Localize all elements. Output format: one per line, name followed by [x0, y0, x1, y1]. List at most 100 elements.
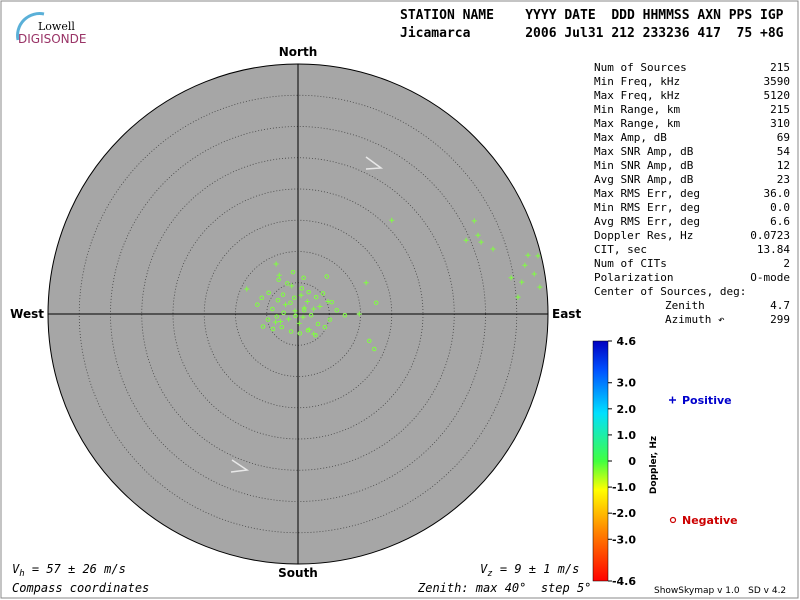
source-point: [289, 283, 295, 289]
source-point: [260, 324, 266, 329]
source-point: [525, 252, 531, 258]
colorbar-tick-label: 1.0: [617, 429, 637, 442]
subscript: h: [19, 569, 24, 579]
source-point: [311, 306, 317, 312]
stat-value: 13.84: [757, 243, 790, 256]
velocity-arrow: [230, 459, 250, 473]
source-point: [255, 302, 260, 307]
coords-note: Compass coordinates: [12, 581, 149, 595]
source-point: [342, 312, 348, 318]
source-point: [463, 237, 469, 243]
source-point: [299, 286, 305, 291]
colorbar-tick-label: 0: [628, 455, 636, 468]
source-point: [327, 317, 333, 322]
source-point: [304, 299, 310, 304]
symbol: V: [480, 562, 488, 576]
source-point: [471, 218, 477, 224]
stat-label: CIT, sec: [594, 243, 647, 256]
source-point: [290, 269, 296, 275]
logo-text: Lowell: [38, 20, 75, 33]
source-point: [293, 313, 298, 319]
source-point: [305, 327, 311, 333]
stat-label: Max RMS Err, deg: [594, 187, 700, 200]
source-point: [515, 294, 521, 300]
source-point: [301, 275, 306, 281]
stat-label: Avg RMS Err, deg: [594, 215, 700, 228]
source-point: [366, 338, 372, 344]
stat-value: 54: [777, 145, 791, 158]
compass-label: South: [278, 566, 318, 580]
stat-value: 310: [770, 117, 790, 130]
stat-label: Min RMS Err, deg: [594, 201, 700, 214]
header-line: Jicamarca 2006 Jul31 212 233236 417 75 +…: [400, 26, 784, 41]
source-point: [265, 317, 271, 322]
stat-value: O-mode: [750, 271, 790, 284]
stat-label: Center of Sources, deg:: [594, 285, 746, 298]
velocity-arrow: [365, 156, 384, 170]
colorbar-tick-label: -1.0: [612, 481, 636, 494]
source-point: [274, 314, 280, 319]
stat-value: 299: [770, 313, 790, 326]
source-point: [475, 232, 481, 238]
source-point: [363, 280, 369, 286]
stat-label: Doppler Res, Hz: [594, 229, 693, 242]
stat-value: 6.6: [770, 215, 790, 228]
vz-text: Vz = 9 ± 1 m/s: [480, 562, 579, 579]
stat-label: Num of CITs: [594, 257, 667, 270]
value: = 57 ± 26 m/s: [25, 562, 126, 576]
source-point: [356, 311, 362, 317]
symbol: V: [12, 562, 20, 576]
source-point: [281, 310, 286, 316]
logo-swoosh: [16, 12, 45, 41]
subscript: z: [487, 569, 492, 579]
source-point: [329, 299, 335, 305]
source-point: [288, 329, 294, 334]
compass-label: North: [279, 45, 317, 59]
stat-label: Zenith: [665, 299, 705, 312]
stat-value: 23: [777, 173, 790, 186]
stat-value: 2: [783, 257, 790, 270]
colorbar-tick-label: -2.0: [612, 507, 636, 520]
source-point: [317, 304, 323, 309]
legend-marker: [669, 516, 677, 524]
source-point: [244, 286, 250, 292]
logo-text: DIGISONDE: [18, 32, 86, 46]
stat-value: 4.7: [770, 299, 790, 312]
source-point: [283, 302, 288, 308]
stat-value: 215: [770, 103, 790, 116]
source-point: [490, 246, 496, 252]
legend-label: Negative: [682, 514, 738, 527]
source-point: [297, 331, 303, 336]
colorbar-tick-label: -4.6: [612, 575, 636, 588]
stat-label: Polarization: [594, 271, 673, 284]
source-point: [276, 272, 282, 278]
source-point: [291, 295, 297, 301]
source-point: [531, 271, 537, 277]
source-point: [308, 312, 314, 318]
stat-label: Num of Sources: [594, 61, 687, 74]
colorbar-tick-label: 2.0: [617, 403, 637, 416]
stat-value: 5120: [764, 89, 791, 102]
source-point: [292, 308, 298, 314]
source-point: [273, 261, 279, 267]
stat-value: 3590: [764, 75, 791, 88]
value: = 9 ± 1 m/s: [493, 562, 580, 576]
stat-value: 215: [770, 61, 790, 74]
source-point: [522, 262, 528, 268]
source-point: [313, 332, 318, 338]
header-line: STATION NAME YYYY DATE DDD HHMMSS AXN PP…: [400, 8, 784, 23]
source-point: [275, 297, 281, 303]
stat-label: Azimuth ↶: [665, 313, 725, 326]
source-point: [306, 289, 311, 295]
source-point: [288, 300, 293, 306]
source-point: [537, 284, 543, 290]
source-point: [286, 316, 292, 322]
compass-label: East: [552, 307, 581, 321]
source-point: [519, 279, 525, 285]
source-point: [273, 319, 278, 325]
source-point: [478, 239, 484, 245]
stat-label: Max SNR Amp, dB: [594, 145, 694, 158]
source-point: [301, 305, 307, 311]
